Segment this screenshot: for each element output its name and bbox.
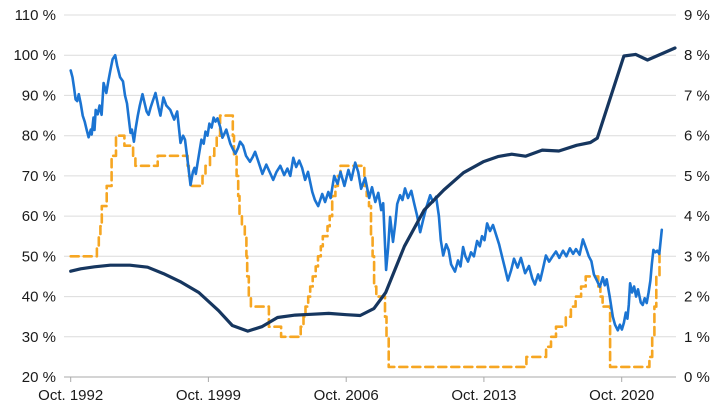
y-axis-right-tick-label: 9 %	[684, 7, 710, 24]
y-axis-right-tick-label: 0 %	[684, 369, 710, 386]
y-axis-left-tick-label: 40 %	[22, 289, 56, 306]
y-axis-left-tick-label: 50 %	[22, 248, 56, 265]
navy-line	[69, 46, 677, 333]
y-axis-right-tick-label: 8 %	[684, 47, 710, 64]
y-axis-left-tick-label: 20 %	[22, 369, 56, 386]
y-axis-right-tick-label: 7 %	[684, 87, 710, 104]
y-axis-right-tick-label: 4 %	[684, 208, 710, 225]
y-axis-left-tick-label: 60 %	[22, 208, 56, 225]
x-axis-tick-label: Oct. 1992	[38, 387, 103, 404]
y-axis-left-tick-label: 90 %	[22, 87, 56, 104]
x-axis-tick-label: Oct. 2006	[314, 387, 379, 404]
y-axis-left-tick-label: 110 %	[15, 7, 56, 24]
y-axis-right-tick-label: 3 %	[684, 248, 710, 265]
y-axis-left-tick-label: 30 %	[22, 329, 56, 346]
y-axis-right-tick-label: 1 %	[684, 329, 710, 346]
y-axis-left-tick-label: 70 %	[22, 168, 56, 185]
y-axis-right-tick-label: 5 %	[684, 168, 710, 185]
y-axis-left-tick-label: 100 %	[13, 47, 56, 64]
y-axis-right-tick-label: 6 %	[684, 128, 710, 145]
x-axis-tick-label: Oct. 2020	[589, 387, 654, 404]
x-axis-tick-label: Oct. 1999	[176, 387, 241, 404]
x-axis-tick-label: Oct. 2013	[451, 387, 516, 404]
orange-dashed-line	[69, 114, 663, 369]
blue-line	[69, 53, 664, 332]
y-axis-right-tick-label: 2 %	[684, 289, 710, 306]
y-axis-left-tick-label: 80 %	[22, 128, 56, 145]
